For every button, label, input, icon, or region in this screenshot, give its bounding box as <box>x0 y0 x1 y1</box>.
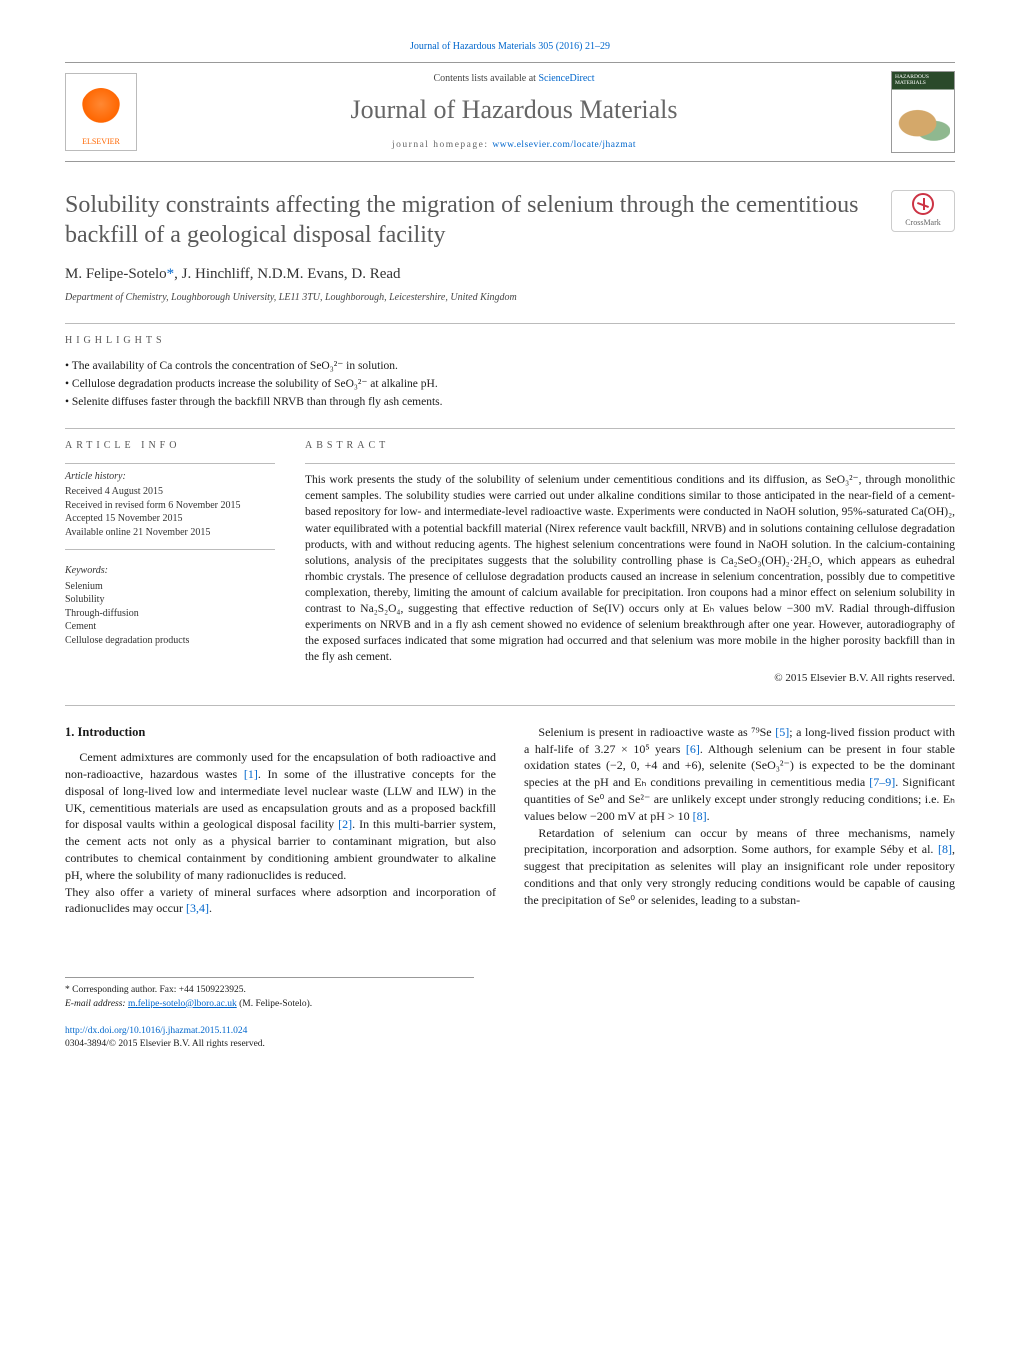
journal-reference: Journal of Hazardous Materials 305 (2016… <box>65 40 955 54</box>
corr-author-line: * Corresponding author. Fax: +44 1509223… <box>65 984 474 997</box>
online-date: Available online 21 November 2015 <box>65 526 275 540</box>
elsevier-logo: ELSEVIER <box>65 73 137 151</box>
revised-date: Received in revised form 6 November 2015 <box>65 499 275 513</box>
intro-text: Retardation of selenium can occur by mea… <box>524 826 955 857</box>
keyword: Solubility <box>65 593 275 607</box>
article-title-block: Solubility constraints affecting the mig… <box>65 190 955 250</box>
article-title: Solubility constraints affecting the mig… <box>65 190 877 250</box>
affiliation: Department of Chemistry, Loughborough Un… <box>65 291 955 305</box>
homepage-link[interactable]: www.elsevier.com/locate/jhazmat <box>492 140 636 150</box>
intro-text: Selenium is present in radioactive waste… <box>538 725 775 739</box>
email-suffix: (M. Felipe-Sotelo). <box>237 999 312 1009</box>
author-primary: M. Felipe-Sotelo <box>65 266 167 282</box>
authors-rest: , J. Hinchliff, N.D.M. Evans, D. Read <box>174 266 400 282</box>
abstract-rule <box>305 463 955 464</box>
article-info-column: ARTICLE INFO Article history: Received 4… <box>65 439 275 687</box>
citation-link[interactable]: [3,4] <box>186 901 209 915</box>
crossmark-badge[interactable]: CrossMark <box>891 190 955 232</box>
citation-link[interactable]: [1] <box>244 767 258 781</box>
journal-title: Journal of Hazardous Materials <box>149 92 879 128</box>
accepted-date: Accepted 15 November 2015 <box>65 512 275 526</box>
email-label: E-mail address: <box>65 999 128 1009</box>
keyword: Through-diffusion <box>65 607 275 621</box>
keyword: Cellulose degradation products <box>65 634 275 648</box>
highlight-item: Cellulose degradation products increase … <box>65 376 955 392</box>
abstract-copyright: © 2015 Elsevier B.V. All rights reserved… <box>305 671 955 686</box>
contents-available-line: Contents lists available at ScienceDirec… <box>149 72 879 86</box>
citation-link[interactable]: [6] <box>686 742 700 756</box>
intro-para-3: Selenium is present in radioactive waste… <box>524 724 955 825</box>
elsevier-tree-icon <box>80 88 122 134</box>
intro-text: . <box>209 901 212 915</box>
info-abstract-row: ARTICLE INFO Article history: Received 4… <box>65 439 955 687</box>
corresponding-footnote: * Corresponding author. Fax: +44 1509223… <box>65 977 474 1011</box>
abstract-column: ABSTRACT This work presents the study of… <box>305 439 955 687</box>
article-info-heading: ARTICLE INFO <box>65 439 275 453</box>
doi-block: http://dx.doi.org/10.1016/j.jhazmat.2015… <box>65 1025 955 1052</box>
rule-2 <box>65 428 955 429</box>
keyword: Cement <box>65 620 275 634</box>
intro-heading: 1. Introduction <box>65 724 496 742</box>
highlight-item: The availability of Ca controls the conc… <box>65 358 955 374</box>
homepage-prefix: journal homepage: <box>392 140 492 150</box>
email-link[interactable]: m.felipe-sotelo@lboro.ac.uk <box>128 999 237 1009</box>
journal-header: ELSEVIER Contents lists available at Sci… <box>65 62 955 162</box>
intro-text: . <box>707 809 710 823</box>
history-head: Article history: <box>65 470 275 484</box>
header-center: Contents lists available at ScienceDirec… <box>149 72 879 152</box>
rule-3 <box>65 705 955 706</box>
rule-1 <box>65 323 955 324</box>
homepage-line: journal homepage: www.elsevier.com/locat… <box>149 139 879 152</box>
abstract-text: This work presents the study of the solu… <box>305 472 955 665</box>
intro-text: They also offer a variety of mineral sur… <box>65 885 496 916</box>
highlights-heading: HIGHLIGHTS <box>65 334 955 348</box>
elsevier-label: ELSEVIER <box>82 136 120 147</box>
keywords-head: Keywords: <box>65 564 275 578</box>
received-date: Received 4 August 2015 <box>65 485 275 499</box>
citation-link[interactable]: [7–9] <box>869 775 895 789</box>
issn-copyright: 0304-3894/© 2015 Elsevier B.V. All right… <box>65 1039 265 1049</box>
intro-para-4: Retardation of selenium can occur by mea… <box>524 825 955 909</box>
citation-link[interactable]: [5] <box>775 725 789 739</box>
highlights-list: The availability of Ca controls the conc… <box>65 358 955 410</box>
cover-label: HAZARDOUS MATERIALS <box>895 74 954 86</box>
contents-prefix: Contents lists available at <box>433 73 538 84</box>
highlights-section: HIGHLIGHTS The availability of Ca contro… <box>65 334 955 410</box>
intro-para-2: They also offer a variety of mineral sur… <box>65 884 496 918</box>
abstract-heading: ABSTRACT <box>305 439 955 453</box>
cover-map-graphic <box>896 108 950 146</box>
citation-link[interactable]: [8] <box>693 809 707 823</box>
crossmark-label: CrossMark <box>905 217 941 228</box>
sciencedirect-link[interactable]: ScienceDirect <box>538 73 594 84</box>
citation-link[interactable]: [8] <box>938 842 952 856</box>
keyword: Selenium <box>65 580 275 594</box>
email-line: E-mail address: m.felipe-sotelo@lboro.ac… <box>65 998 474 1011</box>
body-two-column: 1. Introduction Cement admixtures are co… <box>65 724 955 917</box>
intro-para-1: Cement admixtures are commonly used for … <box>65 749 496 883</box>
doi-link[interactable]: http://dx.doi.org/10.1016/j.jhazmat.2015… <box>65 1026 247 1036</box>
author-list: M. Felipe-Sotelo*, J. Hinchliff, N.D.M. … <box>65 264 955 285</box>
info-rule-2 <box>65 549 275 550</box>
citation-link[interactable]: [2] <box>338 817 352 831</box>
journal-cover-thumbnail: HAZARDOUS MATERIALS <box>891 71 955 153</box>
info-rule <box>65 463 275 464</box>
highlight-item: Selenite diffuses faster through the bac… <box>65 394 955 410</box>
crossmark-icon <box>912 193 934 215</box>
